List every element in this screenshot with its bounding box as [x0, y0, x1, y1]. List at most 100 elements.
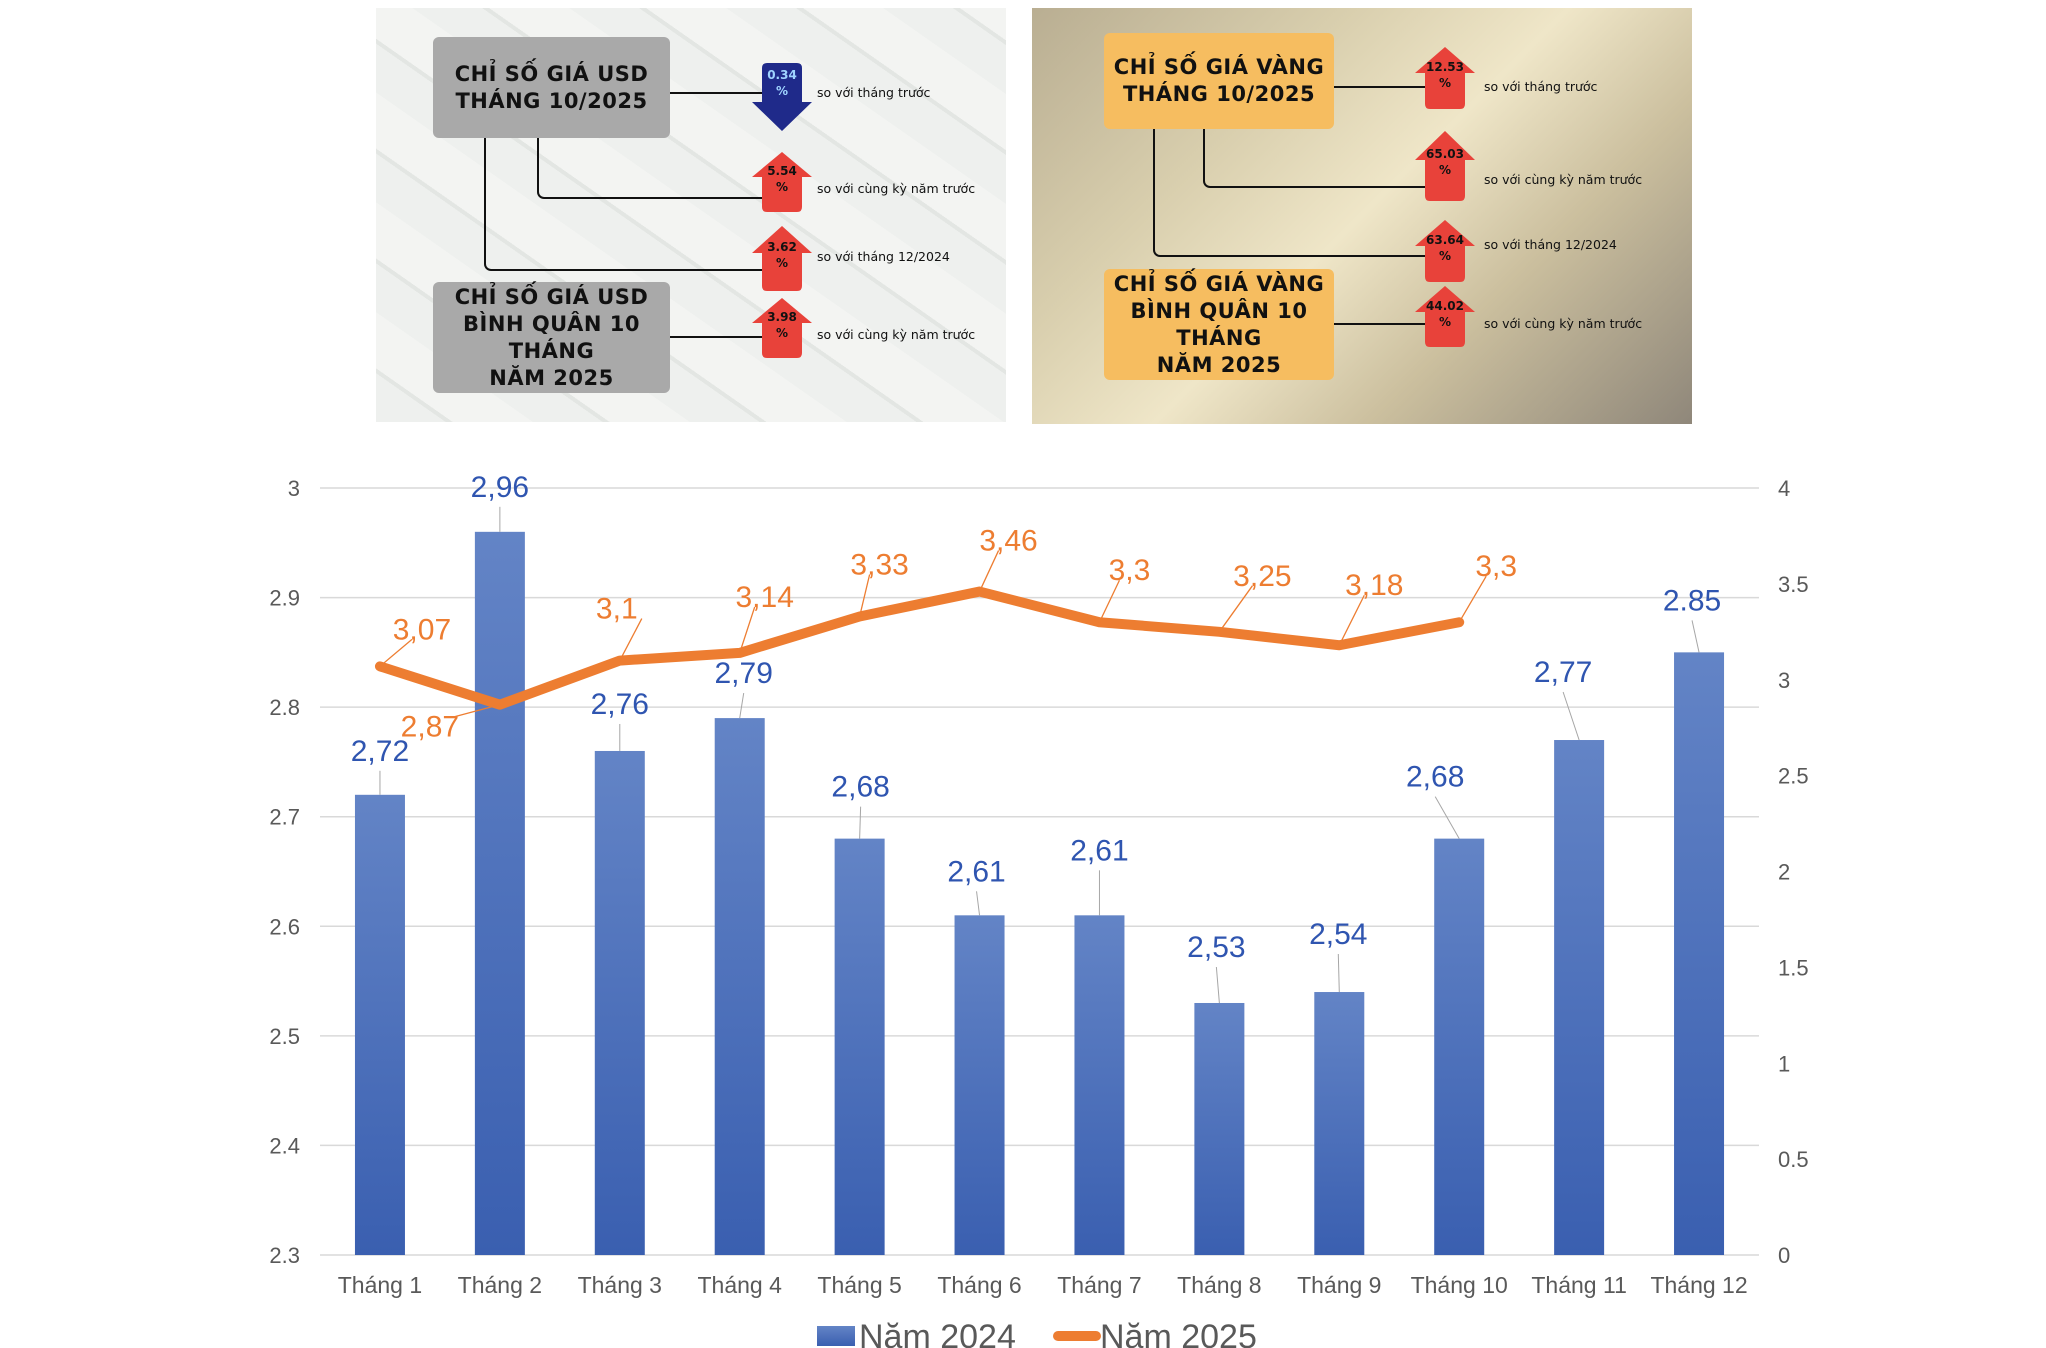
box-title: CHỈ SỐ GIÁ VÀNG [1113, 271, 1325, 296]
percent-value: 44.02% [1415, 298, 1475, 330]
value-number: 63.64 [1426, 233, 1464, 247]
label-leader-line [454, 704, 501, 718]
bar-2024 [1434, 838, 1485, 1255]
value-number: 0.34 [767, 68, 797, 82]
comparison-label: so với tháng 12/2024 [1484, 237, 1617, 252]
box-subtitle: NĂM 2025 [1156, 352, 1282, 377]
connector-lines [1153, 86, 1432, 325]
y-right-tick-label: 4 [1778, 476, 1790, 501]
line-data-label: 3,14 [736, 581, 794, 614]
box-title: CHỈ SỐ GIÁ VÀNG [1113, 55, 1325, 79]
x-tick-label: Tháng 9 [1297, 1272, 1381, 1298]
bar-2024 [1674, 652, 1725, 1255]
value-number: 3.98 [767, 310, 797, 324]
label-leader-line [858, 574, 871, 617]
line-2025 [374, 586, 1465, 710]
box-subtitle: BÌNH QUÂN 10 THÁNG [1130, 298, 1308, 350]
x-tick-label: Tháng 1 [338, 1272, 422, 1298]
bar-2024 [474, 531, 525, 1255]
y-right-tick-label: 3 [1778, 668, 1790, 693]
y-right-tick-label: 3.5 [1778, 572, 1809, 597]
y-left-tick-label: 2.4 [269, 1133, 300, 1158]
bar-data-label: 2,61 [1070, 834, 1128, 867]
connector-lines [484, 92, 771, 338]
x-tick-label: Tháng 6 [937, 1272, 1021, 1298]
y-right-tick-label: 0.5 [1778, 1147, 1809, 1172]
x-tick-label: Tháng 5 [817, 1272, 901, 1298]
label-leader-line [619, 618, 643, 661]
y-left-tick-label: 2.7 [269, 805, 300, 830]
bar-2024 [354, 794, 405, 1255]
box-subtitle: THÁNG 10/2025 [1122, 82, 1316, 106]
bar-2024 [594, 750, 645, 1255]
y-right-tick-label: 2.5 [1778, 764, 1809, 789]
bar-data-label: 2,54 [1309, 918, 1367, 951]
value-unit: % [775, 180, 789, 194]
label-leader-line [1215, 966, 1220, 1004]
label-leader-line [1098, 579, 1121, 623]
y-left-tick-label: 2.8 [269, 695, 300, 720]
line-data-label: 3,1 [596, 593, 638, 626]
comparison-label: so với cùng kỳ năm trước [817, 181, 976, 196]
x-tick-label: Tháng 10 [1411, 1272, 1508, 1298]
gold-price-index-panel: CHỈ SỐ GIÁ VÀNG THÁNG 10/2025 CHỈ SỐ GIÁ … [1032, 8, 1692, 424]
value-number: 12.53 [1426, 60, 1464, 74]
bar-2024 [1194, 1002, 1245, 1255]
legend-swatch-bar [817, 1326, 855, 1346]
y-right-tick-label: 1 [1778, 1051, 1790, 1076]
value-number: 3.62 [767, 240, 797, 254]
label-leader-line [1338, 594, 1365, 646]
label-leader-line [739, 606, 756, 654]
comparison-label: so với tháng trước [817, 85, 931, 100]
label-leader-line [1337, 954, 1340, 993]
value-unit: % [775, 256, 789, 270]
value-unit: % [775, 84, 789, 98]
bar-data-label: 2,61 [947, 855, 1005, 888]
y-left-tick-label: 2.3 [269, 1243, 300, 1268]
comparison-label: so với tháng 12/2024 [817, 249, 950, 264]
percent-value: 65.03% [1415, 146, 1475, 178]
line-data-label: 3,3 [1475, 550, 1517, 583]
x-tick-label: Tháng 12 [1650, 1272, 1747, 1298]
label-leader-line [739, 693, 745, 719]
arrow-up-icon: 3.98% [752, 298, 812, 358]
comparison-label: so với cùng kỳ năm trước [1484, 316, 1643, 331]
gold-average-box: CHỈ SỐ GIÁ VÀNG BÌNH QUÂN 10 THÁNG NĂM 202… [1104, 269, 1334, 380]
percent-value: 0.34% [752, 67, 812, 99]
bar-data-label: 2.85 [1663, 584, 1721, 617]
bar-data-label: 2,76 [591, 688, 649, 721]
line-data-label: 3,07 [393, 613, 451, 646]
label-leader-line [1434, 796, 1460, 839]
percent-value: 5.54% [752, 163, 812, 195]
bar-2024 [1554, 740, 1605, 1255]
usd-average-box: CHỈ SỐ GIÁ USD BÌNH QUÂN 10 THÁNG NĂM 2025 [433, 282, 670, 393]
percent-value: 63.64% [1415, 232, 1475, 264]
x-tick-label: Tháng 7 [1057, 1272, 1141, 1298]
bar-2024 [834, 838, 885, 1255]
x-tick-label: Tháng 4 [698, 1272, 783, 1298]
value-unit: % [1438, 249, 1452, 263]
arrow-down-icon: 0.34% [752, 63, 812, 131]
comparison-label: so với cùng kỳ năm trước [817, 327, 976, 342]
value-unit: % [1438, 76, 1452, 90]
legend-label-2025: Năm 2025 [1100, 1318, 1257, 1348]
usd-month-box: CHỈ SỐ GIÁ USD THÁNG 10/2025 [433, 37, 670, 138]
x-tick-label: Tháng 2 [458, 1272, 542, 1298]
arrow-up-icon: 3.62% [752, 226, 812, 291]
label-leader-line [1562, 691, 1580, 741]
bar-2024 [714, 718, 765, 1255]
line-data-label: 3,18 [1345, 569, 1403, 602]
x-tick-label: Tháng 8 [1177, 1272, 1261, 1298]
y-right-tick-label: 0 [1778, 1243, 1790, 1268]
bar-2024 [1074, 915, 1125, 1255]
box-subtitle: BÌNH QUÂN 10 THÁNG [463, 311, 640, 363]
bar-data-label: 2,68 [831, 771, 889, 804]
value-unit: % [775, 326, 789, 340]
usd-price-index-panel: CHỈ SỐ GIÁ USD THÁNG 10/2025 CHỈ SỐ GIÁ U… [376, 8, 1006, 422]
percent-value: 12.53% [1415, 59, 1475, 91]
label-leader-line [379, 638, 413, 667]
label-leader-line [859, 806, 862, 839]
y-left-tick-label: 2.9 [269, 586, 300, 611]
x-tick-label: Tháng 11 [1531, 1272, 1626, 1298]
